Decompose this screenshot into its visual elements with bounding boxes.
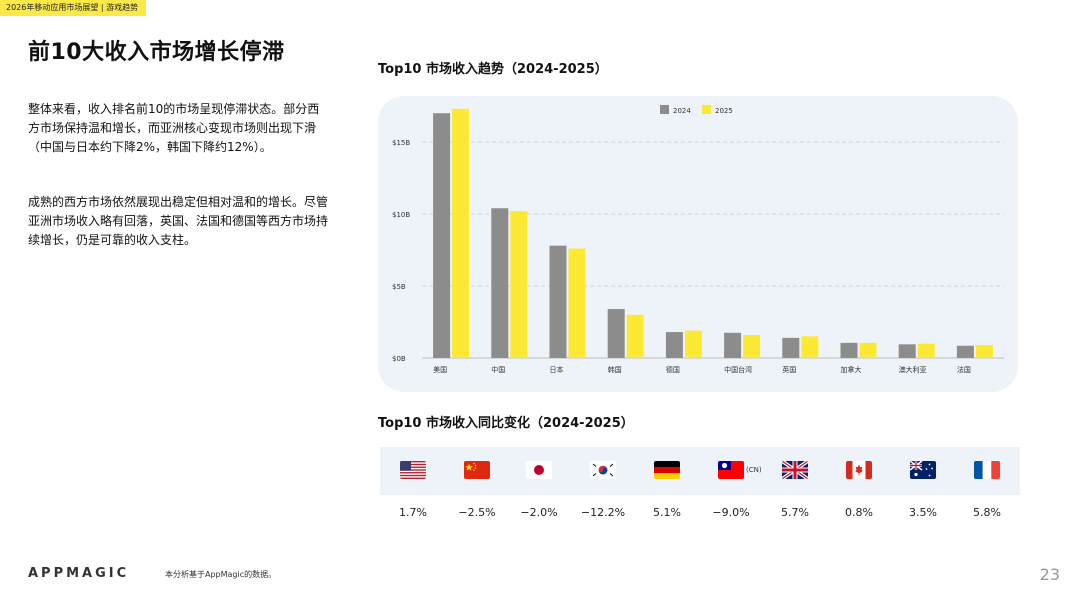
y-tick-label: $0B [392,355,406,363]
revenue-trend-chart-title: Top10 市场收入趋势（2024-2025） [378,62,608,77]
yoy-item-gb: 5.7% [772,447,824,527]
bar-2025 [452,108,470,358]
kr-flag-icon [590,461,616,479]
bar-2024 [898,344,916,358]
bar-2025 [975,345,993,358]
yoy-change-table: 1.7% −2.5% −2.0% −12.2% 5.1% (CN) −9.0% 5.7% 0.8… [380,447,1020,527]
x-tick-label: 韩国 [608,365,622,374]
bar-2025 [568,248,586,358]
jp-flag-icon [526,461,552,479]
body-paragraph-1: 整体来看，收入排名前10的市场呈现停滞状态。部分西方市场保持温和增长，而亚洲核心… [28,102,320,154]
revenue-trend-chart: $0B $5B $10B $15B 美国 中国 日本 韩国 德国 中国台湾 英国 加拿大 澳大利亚 法国 2… [378,96,1018,392]
report-tag: 2026年移动应用市场展望 | 游戏趋势 [0,0,147,16]
yoy-chart-title: Top10 市场收入同比变化（2024-2025） [378,416,634,431]
yoy-item-au: 3.5% [900,447,952,527]
yoy-change-value: 5.7% [781,506,809,519]
yoy-change-value: 5.1% [653,506,681,519]
yoy-item-de: 5.1% [644,447,696,527]
bar-2024 [724,332,742,358]
bar-2024 [549,245,567,358]
ca-flag-icon [846,461,872,479]
y-tick-label: $5B [392,283,406,291]
bar-2024 [433,113,451,358]
legend-swatch-2025 [702,105,711,114]
x-tick-label: 法国 [957,365,971,374]
bar-2024 [491,208,509,358]
yoy-change-value: 0.8% [845,506,873,519]
flag-note: (CN) [746,466,762,474]
fr-flag-icon [974,461,1000,479]
x-tick-label: 英国 [782,365,796,374]
yoy-change-value: −9.0% [712,506,750,519]
yoy-change-value: −12.2% [580,506,626,519]
x-tick-label: 德国 [666,365,680,374]
yoy-change-value: −2.0% [520,506,558,519]
bar-2024 [607,309,625,358]
legend-label-2025: 2025 [715,107,733,115]
bar-2025 [859,342,877,358]
legend-label-2024: 2024 [673,107,691,115]
revenue-bar-chart-svg: $0B $5B $10B $15B 美国 中国 日本 韩国 德国 中国台湾 英国 加拿大 澳大利亚 法国 2… [392,105,1004,374]
yoy-item-kr: −12.2% [580,447,632,527]
yoy-item-ca: 0.8% [836,447,888,527]
cn-flag-icon [464,461,490,479]
x-tick-label: 加拿大 [841,365,862,374]
x-tick-label: 日本 [550,365,564,374]
yoy-item-cn: −2.5% [454,447,506,527]
bar-2024 [782,337,800,358]
y-tick-label: $15B [392,139,410,147]
footer-note: 本分析基于AppMagic的数据。 [165,570,277,579]
bar-2025 [510,211,528,358]
yoy-change-value: 3.5% [909,506,937,519]
appmagic-logo: APPMAGIC [28,566,130,581]
x-tick-label: 澳大利亚 [899,365,927,374]
page-title: 前10大收入市场增长停滞 [28,40,285,65]
x-tick-label: 中国 [491,365,505,374]
x-tick-label: 美国 [433,365,447,374]
page-number: 23 [1039,565,1060,584]
bar-2025 [743,334,761,358]
yoy-change-value: 5.8% [973,506,1001,519]
au-flag-icon [910,461,936,479]
bar-2024 [665,332,683,358]
yoy-item-us: 1.7% [390,447,442,527]
tw-flag-icon [718,461,744,479]
bar-2024 [956,345,974,358]
yoy-item-tw: (CN) −9.0% [708,447,762,527]
de-flag-icon [654,461,680,479]
us-flag-icon [400,461,426,479]
bar-2025 [917,343,935,358]
body-paragraph-2: 成熟的西方市场依然展现出稳定但相对温和的增长。尽管亚洲市场收入略有回落，英国、法… [28,195,329,247]
y-tick-label: $10B [392,211,410,219]
yoy-change-value: 1.7% [399,506,427,519]
bar-2025 [626,314,644,358]
yoy-item-fr: 5.8% [964,447,1016,527]
x-tick-label: 中国台湾 [724,365,752,374]
legend-swatch-2024 [660,105,669,114]
gb-flag-icon [782,461,808,479]
yoy-change-value: −2.5% [458,506,496,519]
yoy-item-jp: −2.0% [516,447,568,527]
bar-2024 [840,342,858,358]
bar-2025 [801,336,819,358]
bar-2025 [684,330,702,358]
